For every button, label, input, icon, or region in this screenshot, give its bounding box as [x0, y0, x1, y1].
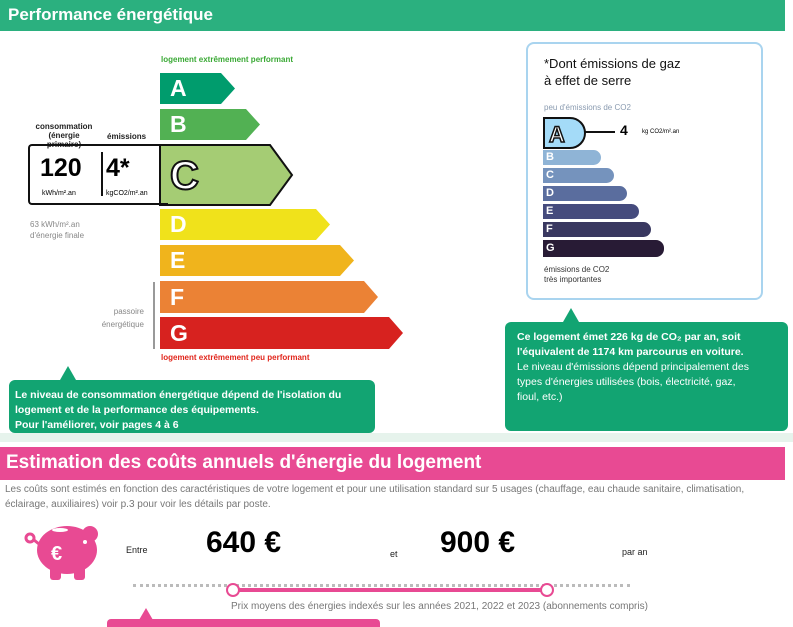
ges-top-label: peu d'émissions de CO2	[544, 103, 631, 112]
ges-unit: kg CO2/m².an	[642, 129, 680, 135]
value-box: 120 kWh/m².an 4* kgCO2/m².an	[28, 144, 168, 205]
section-separator	[0, 433, 793, 442]
class-letter: E	[170, 247, 186, 273]
ges-current-letter: A	[549, 122, 565, 147]
class-bar-c-current: C	[159, 144, 294, 206]
passoire-1: passoire	[113, 307, 144, 316]
top-label: logement extrêmement performant	[161, 55, 294, 64]
range-max-handle	[540, 583, 554, 597]
passoire-divider	[153, 282, 155, 349]
ges-callout-pointer	[563, 308, 579, 322]
ges-callout: Ce logement émet 226 kg de CO₂ par an, s…	[505, 322, 788, 431]
ges-current-class: A	[543, 117, 586, 149]
cost-range-fill	[233, 588, 547, 592]
class-bar-d: D	[160, 209, 330, 240]
class-bar-g: G	[160, 317, 403, 349]
performance-header: Performance énergétique	[0, 0, 785, 31]
ges-bar-c: C	[543, 168, 614, 183]
consumption-unit: kWh/m².an	[42, 190, 76, 197]
ges-title: *Dont émissions de gaz à effet de serre	[544, 55, 681, 89]
ges-bar-g: G	[543, 240, 664, 257]
consumption-callout: Le niveau de consommation énergétique dé…	[9, 380, 375, 433]
ges-bottom-label: émissions de CO2 très importantes	[544, 265, 609, 285]
costs-description: Les coûts sont estimés en fonction des c…	[5, 484, 745, 510]
callout-line: types d'énergies utilisées (bois, électr…	[517, 376, 736, 388]
callout-line: Le niveau de consommation énergétique dé…	[15, 389, 342, 401]
ges-bottom-2: très importantes	[544, 275, 602, 284]
ges-value: 4	[620, 122, 628, 138]
final-energy: 63 kWh/m².an d'énergie finale	[30, 219, 84, 241]
callout-line: Pour l'améliorer, voir pages 4 à 6	[15, 419, 179, 431]
callout-line: Ce logement émet 226 kg de CO₂ par an, s…	[517, 331, 741, 343]
ges-connector	[585, 131, 615, 133]
ges-title-1: *Dont émissions de gaz	[544, 56, 681, 71]
between-label: Entre	[126, 545, 148, 555]
current-class-letter: C	[170, 154, 199, 198]
min-cost: 640 €	[206, 526, 282, 559]
range-min-handle	[226, 583, 240, 597]
class-letter: B	[170, 111, 187, 137]
emissions-unit: kgCO2/m².an	[106, 190, 148, 197]
callout-pointer	[60, 366, 76, 380]
callout-line: logement et de la performance des équipe…	[15, 404, 259, 416]
passoire-2: énergétique	[101, 320, 144, 329]
emissions-value: 4*	[106, 154, 130, 182]
cost-range-track	[133, 584, 630, 587]
ges-bar-f: F	[543, 222, 651, 237]
piggy-bank-icon: €	[24, 526, 98, 580]
final-energy-value: 63 kWh/m².an	[30, 220, 80, 229]
costs-header: Estimation des coûts annuels d'énergie d…	[0, 447, 785, 480]
callout-line: l'équivalent de 1174 km parcourus en voi…	[517, 346, 744, 358]
ges-panel	[526, 42, 763, 300]
and-label: et	[390, 549, 398, 559]
per-year-label: par an	[622, 547, 648, 557]
class-letter: G	[170, 319, 188, 346]
price-note: Prix moyens des énergies indexés sur les…	[231, 601, 648, 612]
callout-line: Le niveau d'émissions dépend principalem…	[517, 361, 749, 373]
emissions-label: émissions	[107, 132, 147, 141]
passoire-label: passoire énergétique	[94, 305, 144, 331]
ges-title-2: à effet de serre	[544, 73, 632, 88]
ges-bar-b: B	[543, 150, 601, 165]
cost-callout	[107, 619, 380, 627]
svg-text:€: €	[51, 543, 62, 565]
class-bar-e: E	[160, 245, 354, 276]
final-energy-label: d'énergie finale	[30, 231, 85, 240]
class-bar-b: B	[160, 109, 260, 140]
class-letter: D	[170, 211, 187, 237]
class-letter: F	[170, 283, 185, 310]
class-bar-f: F	[160, 281, 378, 313]
ges-bar-e: E	[543, 204, 639, 219]
class-bar-a: A	[160, 73, 235, 104]
ges-bottom-1: émissions de CO2	[544, 265, 610, 274]
callout-line: fioul, etc.)	[517, 391, 563, 403]
consumption-label-1: consommation	[35, 122, 93, 131]
class-letter: A	[170, 75, 187, 101]
cost-callout-pointer	[139, 608, 153, 620]
ges-bar-d: D	[543, 186, 627, 201]
consumption-value: 120	[40, 154, 82, 182]
max-cost: 900 €	[440, 526, 516, 559]
bottom-label: logement extrêmement peu performant	[161, 353, 310, 362]
